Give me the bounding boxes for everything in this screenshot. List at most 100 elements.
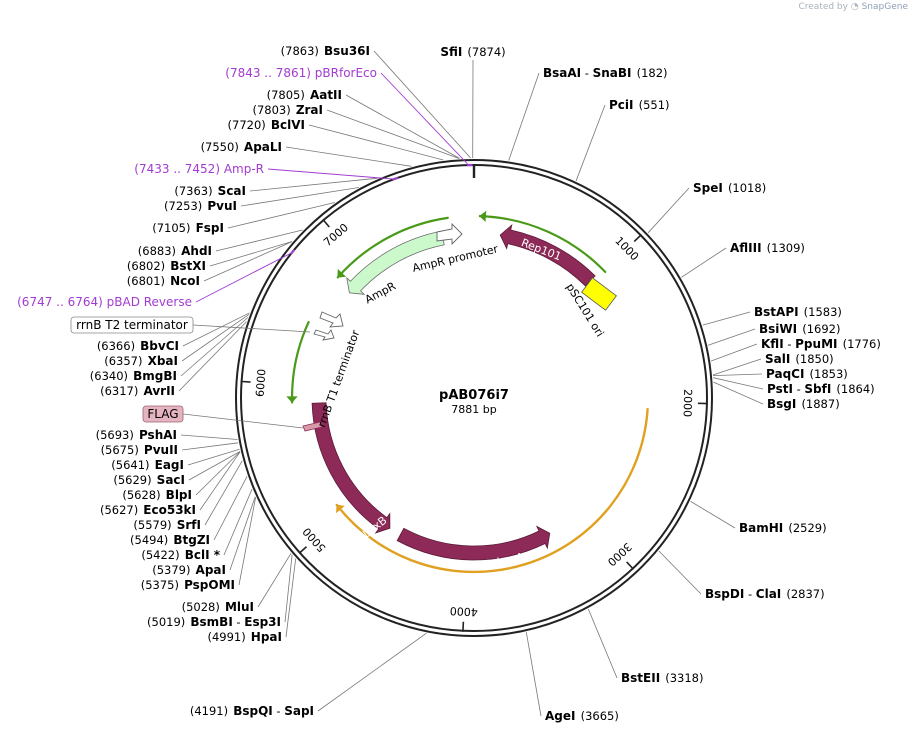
enzyme-site-bsiwi[interactable]: BsiWI (1692) (759, 318, 840, 337)
enzyme-site-hpai[interactable]: (4991) HpaI (207, 626, 282, 645)
enzyme-site-spe[interactable]: SpeI (1018) (693, 177, 766, 196)
enzyme-site-bstxi[interactable]: (6802) BstXI (127, 255, 206, 274)
enzyme-site-aatii[interactable]: (7805) AatII (267, 84, 342, 103)
enzyme-site-ncoi[interactable]: (6801) NcoI (127, 270, 200, 289)
enzyme-site-xbai[interactable]: (6357) XbaI (104, 350, 178, 369)
enzyme-site-pshai[interactable]: (5693) PshAI (96, 424, 177, 443)
enzyme-site-eco53ki[interactable]: (5627) Eco53kI (100, 499, 196, 518)
backbone-outer-ring (235, 159, 713, 637)
enzyme-site-bspdi[interactable]: BspDI - ClaI (2837) (705, 583, 825, 602)
enzyme-label: (7105) FspI (152, 217, 224, 236)
flag-callout[interactable]: FLAG (142, 405, 304, 429)
psc101-ori-feature[interactable] (581, 277, 617, 311)
enzyme-site-bcli[interactable]: (5422) BclI * (141, 544, 220, 563)
enzyme-label: (6366) BbvCI (97, 335, 179, 354)
luxb-feature[interactable] (311, 402, 391, 534)
enzyme-position: (4991) (207, 630, 245, 644)
enzyme-name: ScaI (218, 184, 246, 198)
enzyme-position: (1692) (802, 322, 840, 336)
enzyme-leader-lines (178, 50, 764, 717)
enzyme-site-ahdi[interactable]: (6883) AhdI (138, 240, 212, 259)
enzyme-site-kfli[interactable]: KflI - PpuMI (1776) (761, 333, 881, 352)
enzyme-site-sfi[interactable]: SfiI (7874) (440, 41, 505, 60)
enzyme-site-apali[interactable]: (7550) ApaLI (201, 136, 282, 155)
rrnb-t2-callout[interactable]: rrnB T2 terminator (70, 316, 311, 334)
enzyme-name: ZraI (296, 103, 323, 117)
enzyme-site-bsgi[interactable]: BsgI (1887) (767, 393, 840, 412)
enzyme-site-mlui[interactable]: (5028) MluI (182, 596, 254, 615)
enzyme-site-bmgbi[interactable]: (6340) BmgBI (90, 365, 177, 384)
enzyme-site-bclvi[interactable]: (7720) BclVI (228, 114, 305, 133)
enzyme-position: (7803) (252, 103, 290, 117)
orange-arc-head (336, 504, 345, 514)
enzyme-site-bstapi[interactable]: BstAPI (1583) (754, 301, 842, 320)
enzyme-site-bamhi[interactable]: BamHI (2529) (739, 517, 827, 536)
enzyme-separator: - (233, 615, 244, 629)
enzyme-site-pvui[interactable]: (7253) PvuI (164, 195, 237, 214)
primer-pbad-reverse[interactable]: (6747 .. 6764) pBAD Reverse (17, 249, 296, 309)
enzyme-name: PvuI (207, 199, 237, 213)
rrnb-t1-terminator-feature[interactable] (319, 311, 344, 328)
enzyme-site-pvuii[interactable]: (5675) PvuII (101, 439, 178, 458)
enzyme-position: (2837) (786, 587, 824, 601)
tick-label: 4000 (450, 604, 479, 618)
enzyme-name: BstXI (170, 259, 206, 273)
enzyme-site-pspomi[interactable]: (5375) PspOMI (141, 574, 235, 593)
enzyme-site-bsaai[interactable]: BsaAI - SnaBI (182) (543, 62, 668, 81)
primer-pbrforeco[interactable]: (7843 .. 7861) pBRforEco (225, 66, 473, 167)
enzyme-name: ClaI (756, 587, 781, 601)
tick-label: 6000 (254, 368, 269, 397)
enzyme-site-bsmbi[interactable]: (5019) BsmBI - Esp3I (147, 611, 281, 630)
enzyme-site-sali[interactable]: SalI (1850) (765, 348, 834, 367)
enzyme-position: (6317) (100, 384, 138, 398)
enzyme-name: BstEII (621, 671, 660, 685)
enzyme-name: Esp3I (244, 615, 281, 629)
enzyme-label: PciI (551) (609, 94, 670, 113)
lux-operon-direction-arrow (335, 407, 649, 574)
primer-ampr-primer[interactable]: (7433 .. 7452) Amp-R (134, 162, 399, 181)
enzyme-name: BstAPI (754, 305, 799, 319)
enzyme-name: AatII (310, 88, 342, 102)
enzyme-site-bsteii[interactable]: BstEII (3318) (621, 667, 704, 686)
luxa-feature[interactable] (396, 525, 551, 561)
enzyme-site-apai[interactable]: (5379) ApaI (152, 559, 226, 578)
enzyme-site-bspqi[interactable]: (4191) BspQI - SapI (190, 700, 314, 719)
primer-leader (195, 252, 293, 303)
pshai-leader (180, 434, 238, 440)
enzyme-site-srfi[interactable]: (5579) SrfI (133, 514, 201, 533)
enzyme-position: (2529) (788, 521, 826, 535)
enzyme-site-eagi[interactable]: (5641) EagI (111, 454, 184, 473)
enzyme-site-avrii[interactable]: (6317) AvrII (100, 380, 175, 399)
flag-feature[interactable] (302, 421, 323, 432)
blpi-leader (195, 451, 241, 496)
enzyme-site-pci[interactable]: PciI (551) (609, 94, 670, 113)
bclvi-leader (308, 124, 444, 161)
enzyme-site-afl3[interactable]: AflIII (1309) (730, 237, 805, 256)
tick-mark (633, 233, 642, 243)
enzyme-position: (5379) (152, 563, 190, 577)
tick-mark (322, 218, 330, 228)
enzyme-site-scai[interactable]: (7363) ScaI (174, 180, 246, 199)
enzyme-label: (5628) BlpI (122, 484, 192, 503)
enzyme-name: BmgBI (133, 369, 177, 383)
pvui-leader (240, 187, 359, 207)
enzyme-site-psti[interactable]: PstI - SbfI (1864) (767, 378, 875, 397)
ampr-promoter-feature[interactable] (436, 222, 463, 246)
enzyme-position: (5627) (100, 503, 138, 517)
rrnb-t2-terminator-feature[interactable] (313, 329, 335, 341)
enzyme-site-paqci[interactable]: PaqCI (1853) (766, 363, 848, 382)
enzyme-site-saci[interactable]: (5629) SacI (113, 469, 185, 488)
enzyme-site-btgzi[interactable]: (5494) BtgZI (130, 529, 210, 548)
enzyme-site-zrai[interactable]: (7803) ZraI (252, 99, 323, 118)
enzyme-site-agei[interactable]: AgeI (3665) (545, 705, 619, 724)
enzyme-site-blpi[interactable]: (5628) BlpI (122, 484, 192, 503)
enzyme-site-fspi[interactable]: (7105) FspI (152, 217, 224, 236)
xbai-leader (181, 314, 250, 362)
saci-leader (188, 451, 241, 481)
enzyme-name: BclI * (185, 548, 221, 562)
enzyme-name: ApaLI (244, 140, 282, 154)
enzyme-name: BsmBI (190, 615, 232, 629)
enzyme-position: (5693) (96, 428, 134, 442)
enzyme-site-bbvci[interactable]: (6366) BbvCI (97, 335, 179, 354)
enzyme-site-bsu36i[interactable]: (7863) Bsu36I (281, 40, 370, 59)
